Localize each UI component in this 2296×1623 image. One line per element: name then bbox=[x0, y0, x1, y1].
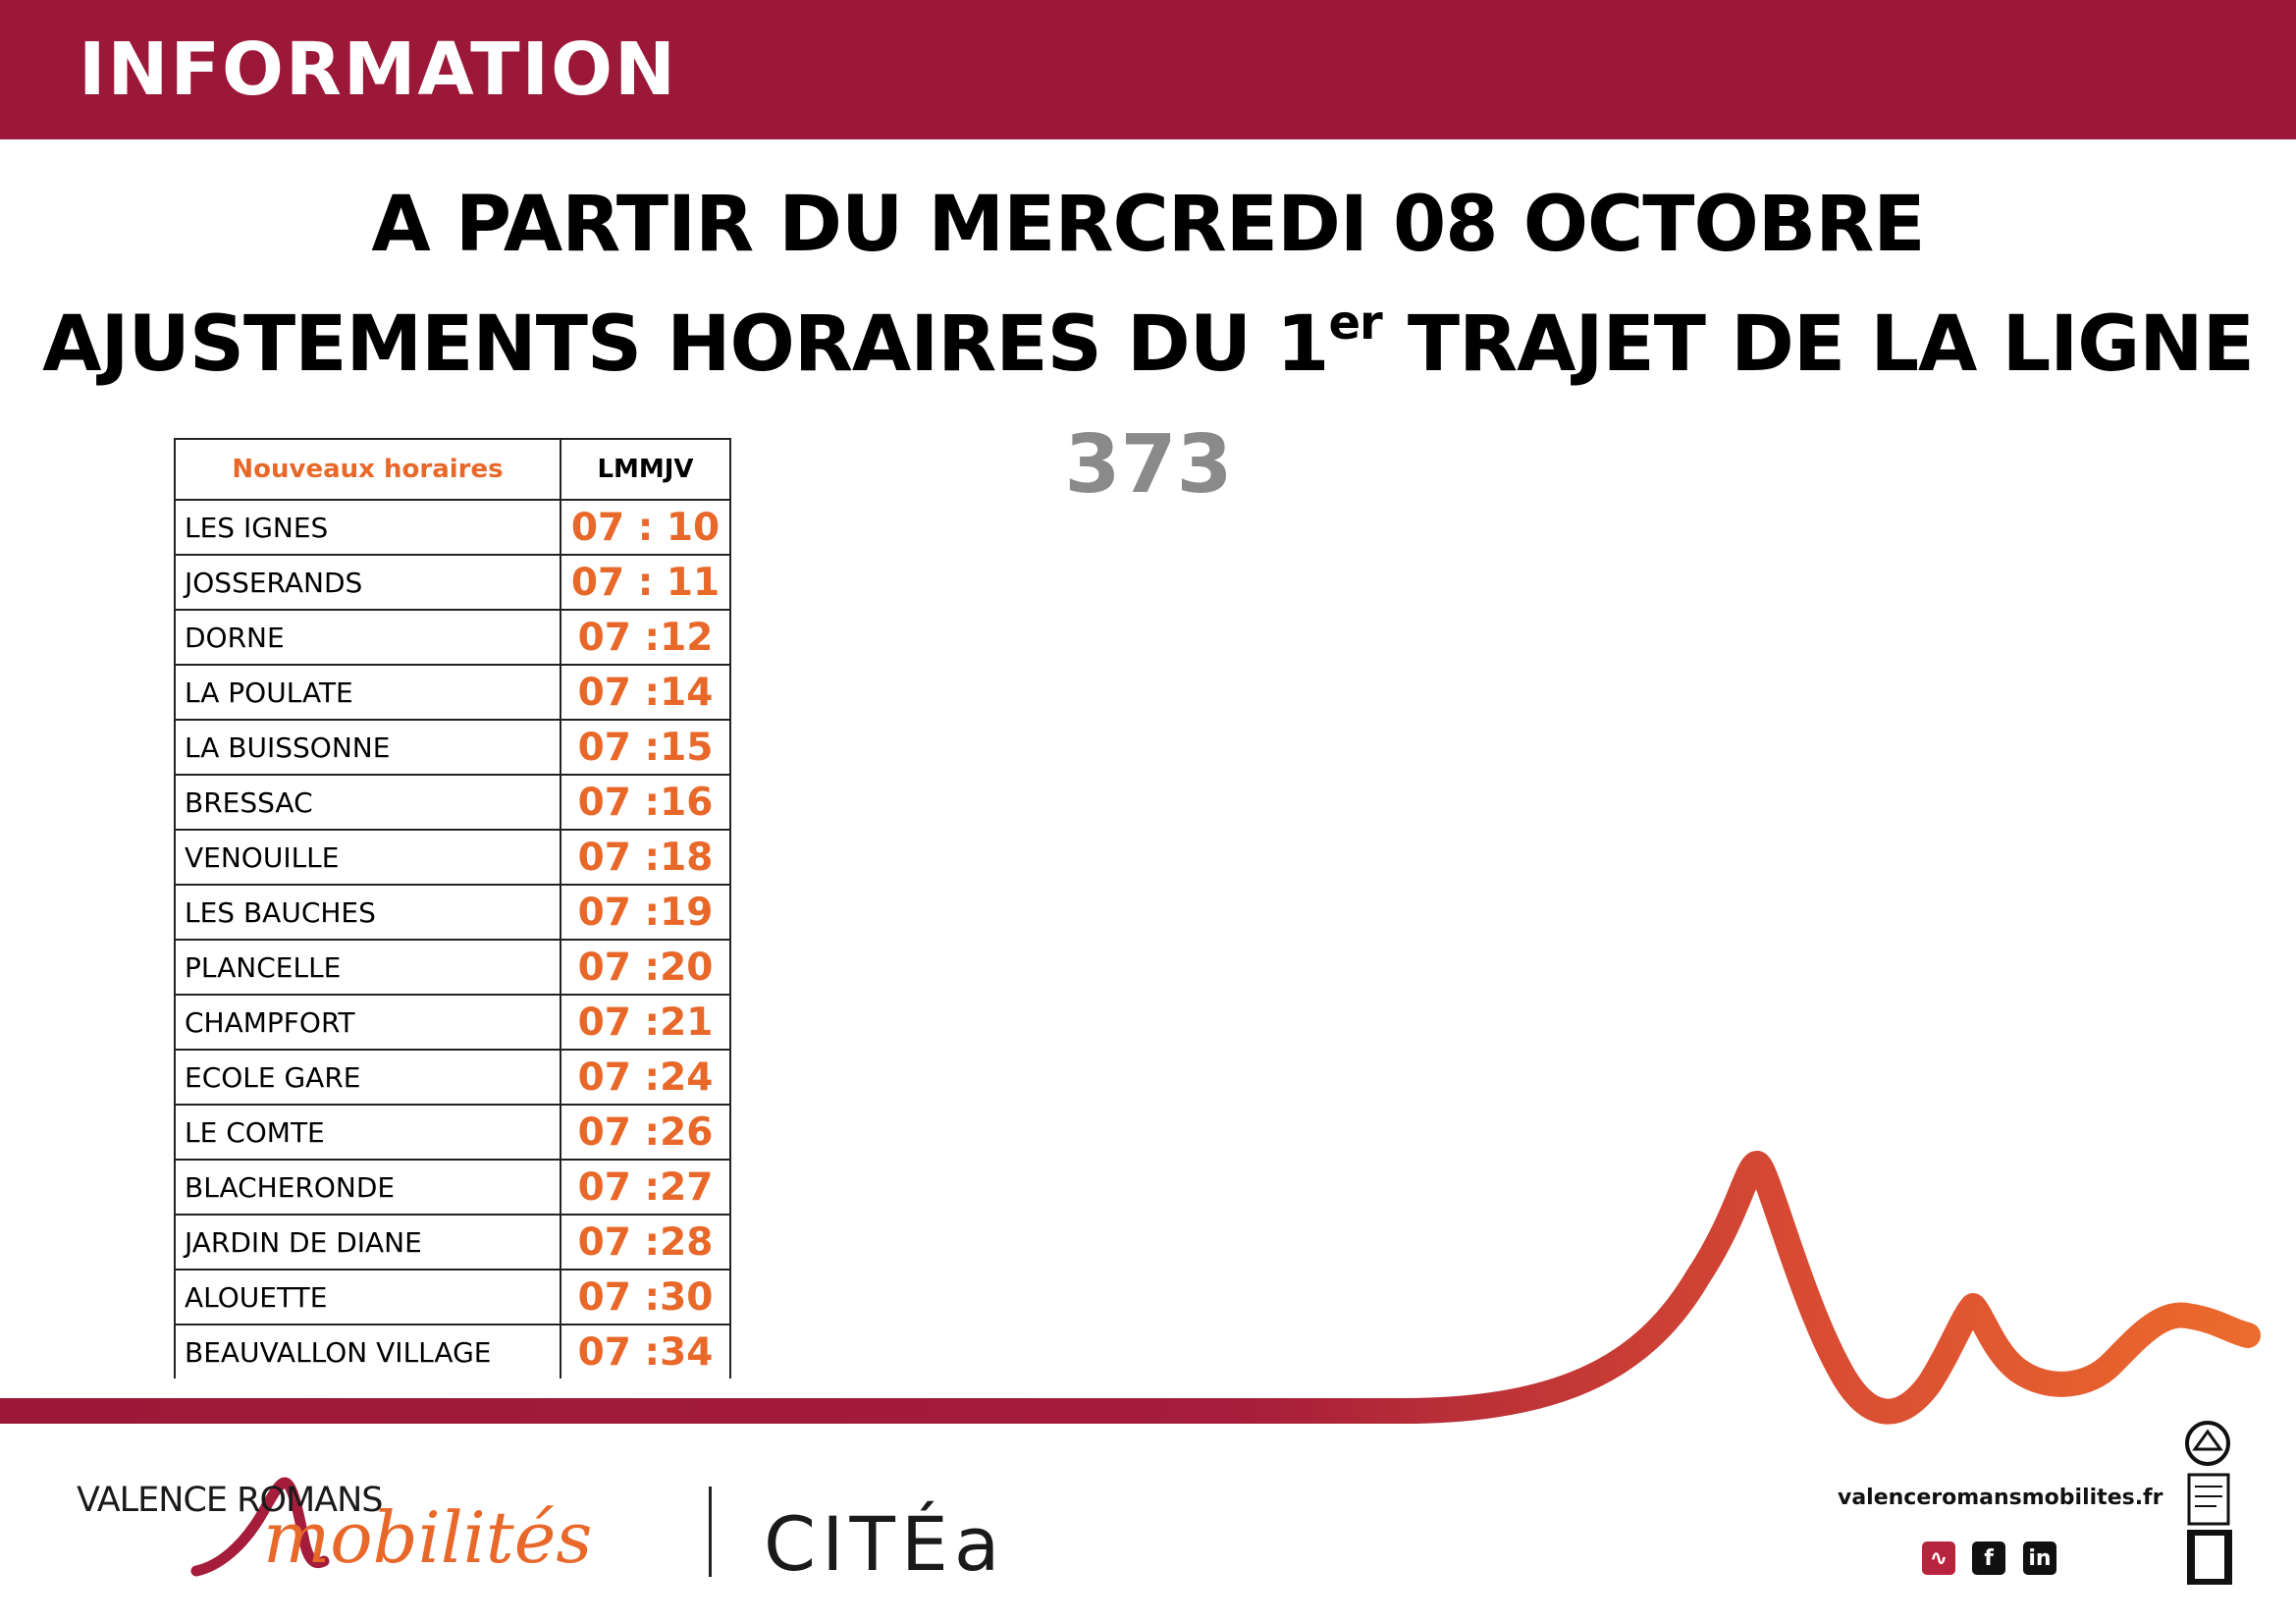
timetable: Nouveaux horaires LMMJV LES IGNES 07 : 10… bbox=[174, 438, 731, 1379]
line-number: 373 bbox=[1064, 418, 1233, 512]
stop-name: BEAUVALLON VILLAGE bbox=[174, 1324, 561, 1379]
timetable-row: PLANCELLE 07 :20 bbox=[174, 939, 731, 996]
timetable-row: JOSSERANDS 07 : 11 bbox=[174, 554, 731, 611]
brand-mobilites: mobilités bbox=[263, 1496, 593, 1579]
timetable-row: BRESSAC 07 :16 bbox=[174, 774, 731, 831]
headline-adjustments: AJUSTEMENTS HORAIRES DU 1er TRAJET DE LA… bbox=[0, 299, 2296, 383]
timetable-row: LES IGNES 07 : 10 bbox=[174, 499, 731, 556]
timetable-row: LES BAUCHES 07 :19 bbox=[174, 884, 731, 941]
departure-time: 07 :28 bbox=[560, 1214, 731, 1271]
facebook-icon[interactable]: f bbox=[1972, 1542, 2005, 1575]
stop-name: BLACHERONDE bbox=[174, 1159, 561, 1216]
brand-citea: CITÉa bbox=[764, 1500, 1006, 1588]
banner-title: INFORMATION bbox=[79, 27, 677, 112]
departure-time: 07 :34 bbox=[560, 1324, 731, 1379]
timetable-row: LA POULATE 07 :14 bbox=[174, 664, 731, 721]
departure-time: 07 :30 bbox=[560, 1269, 731, 1325]
timetable-row: CHAMPFORT 07 :21 bbox=[174, 994, 731, 1051]
header-new-times: Nouveaux horaires bbox=[174, 438, 561, 501]
headline-adjustments-pre: AJUSTEMENTS HORAIRES DU 1 bbox=[42, 300, 1329, 389]
timetable-row: DORNE 07 :12 bbox=[174, 609, 731, 666]
headline-adjustments-post: TRAJET DE LA LIGNE bbox=[1381, 300, 2255, 389]
timetable-header: Nouveaux horaires LMMJV bbox=[174, 438, 731, 501]
linkedin-icon[interactable]: in bbox=[2023, 1542, 2056, 1575]
headline-date: A PARTIR DU MERCREDI 08 OCTOBRE bbox=[371, 181, 1925, 269]
stop-name: VENOUILLE bbox=[174, 829, 561, 886]
stop-name: DORNE bbox=[174, 609, 561, 666]
stop-name: LA POULATE bbox=[174, 664, 561, 721]
recycle-bin-icon bbox=[2185, 1421, 2232, 1585]
stop-name: ECOLE GARE bbox=[174, 1049, 561, 1106]
stop-name: LA BUISSONNE bbox=[174, 719, 561, 776]
timetable-row: BLACHERONDE 07 :27 bbox=[174, 1159, 731, 1216]
stop-name: LES IGNES bbox=[174, 499, 561, 556]
header-days: LMMJV bbox=[560, 438, 731, 501]
mobilites-app-icon[interactable]: ∿ bbox=[1922, 1542, 1955, 1575]
top-banner: INFORMATION bbox=[0, 0, 2296, 139]
departure-time: 07 :18 bbox=[560, 829, 731, 886]
stop-name: LE COMTE bbox=[174, 1104, 561, 1161]
headline-adjustments-sup: er bbox=[1328, 296, 1382, 351]
timetable-row: VENOUILLE 07 :18 bbox=[174, 829, 731, 886]
stop-name: JARDIN DE DIANE bbox=[174, 1214, 561, 1271]
departure-time: 07 :21 bbox=[560, 994, 731, 1051]
brand-divider bbox=[709, 1487, 712, 1577]
departure-time: 07 :20 bbox=[560, 939, 731, 996]
stop-name: PLANCELLE bbox=[174, 939, 561, 996]
timetable-row: BEAUVALLON VILLAGE 07 :34 bbox=[174, 1324, 731, 1379]
timetable-row: LA BUISSONNE 07 :15 bbox=[174, 719, 731, 776]
timetable-row: ALOUETTE 07 :30 bbox=[174, 1269, 731, 1325]
departure-time: 07 :26 bbox=[560, 1104, 731, 1161]
timetable-row: JARDIN DE DIANE 07 :28 bbox=[174, 1214, 731, 1271]
departure-time: 07 :16 bbox=[560, 774, 731, 831]
timetable-row: ECOLE GARE 07 :24 bbox=[174, 1049, 731, 1106]
departure-time: 07 : 10 bbox=[560, 499, 731, 556]
stop-name: JOSSERANDS bbox=[174, 554, 561, 611]
departure-time: 07 :15 bbox=[560, 719, 731, 776]
stop-name: BRESSAC bbox=[174, 774, 561, 831]
website-link[interactable]: valenceromansmobilites.fr bbox=[1838, 1486, 2163, 1510]
departure-time: 07 : 11 bbox=[560, 554, 731, 611]
timetable-row: LE COMTE 07 :26 bbox=[174, 1104, 731, 1161]
stop-name: LES BAUCHES bbox=[174, 884, 561, 941]
brand-valence-romans: VALENCE ROMANS bbox=[77, 1481, 384, 1520]
stop-name: ALOUETTE bbox=[174, 1269, 561, 1325]
mobilites-swoosh-icon bbox=[190, 1477, 330, 1577]
departure-time: 07 :14 bbox=[560, 664, 731, 721]
stop-name: CHAMPFORT bbox=[174, 994, 561, 1051]
departure-time: 07 :19 bbox=[560, 884, 731, 941]
departure-time: 07 :24 bbox=[560, 1049, 731, 1106]
departure-time: 07 :27 bbox=[560, 1159, 731, 1216]
departure-time: 07 :12 bbox=[560, 609, 731, 666]
